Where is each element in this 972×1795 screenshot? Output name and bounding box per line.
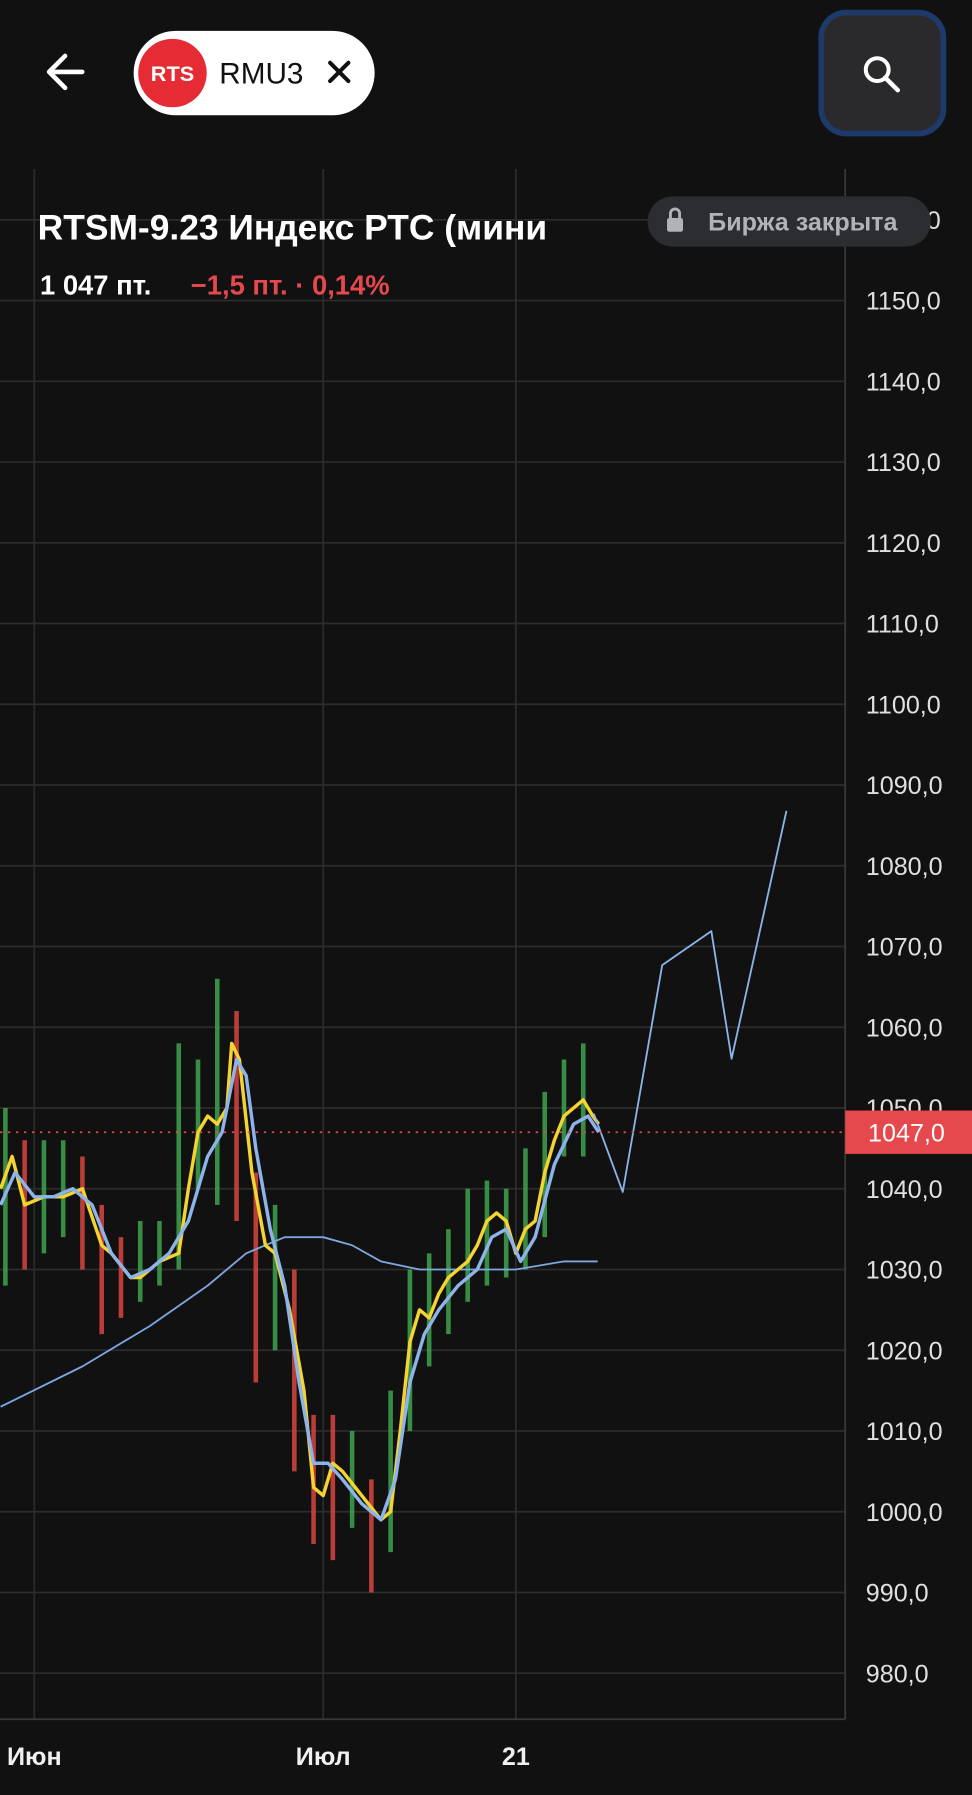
y-tick-label: 1070,0 xyxy=(866,934,943,962)
y-tick-label: 1060,0 xyxy=(866,1014,943,1042)
y-tick-label: 1120,0 xyxy=(866,530,941,558)
y-tick-label: 1030,0 xyxy=(866,1257,943,1285)
y-tick-label: 980,0 xyxy=(866,1660,929,1688)
price-change: −1,5 пт. · 0,14% xyxy=(191,270,390,301)
y-tick-label: 1000,0 xyxy=(866,1499,943,1527)
last-price-label: 1047,0 xyxy=(868,1119,945,1147)
series-line xyxy=(592,810,788,1193)
instrument-title: RTSM-9.23 Индекс РТС (мини xyxy=(38,209,547,248)
ticker: RMU3 xyxy=(219,57,303,90)
series-line xyxy=(0,1057,601,1522)
y-tick-label: 1110,0 xyxy=(866,611,939,639)
x-tick-label: 21 xyxy=(502,1743,530,1771)
exchange-badge: RTS xyxy=(151,61,194,86)
search-icon-handle xyxy=(882,75,901,93)
series-line xyxy=(0,1041,601,1522)
y-tick-label: 990,0 xyxy=(866,1580,929,1608)
search-bg xyxy=(818,9,947,137)
y-tick-label: 1040,0 xyxy=(866,1176,943,1204)
back-arrow xyxy=(46,53,85,91)
y-tick-label: 1090,0 xyxy=(866,772,943,800)
lock-icon xyxy=(667,218,684,232)
ticker-chip[interactable]: RTS RMU3 xyxy=(133,30,375,116)
status-bg xyxy=(647,196,931,247)
chip-close[interactable] xyxy=(328,60,351,84)
status-text: Биржа закрыта xyxy=(708,209,898,237)
lock-shackle xyxy=(669,207,682,219)
search-icon xyxy=(863,56,891,84)
y-tick-label: 1150,0 xyxy=(866,288,941,316)
exchange-logo xyxy=(138,38,207,108)
y-tick-label: 1140,0 xyxy=(866,368,941,396)
status-badge: Биржа закрыта xyxy=(647,196,931,247)
y-tick-label: 1100,0 xyxy=(866,691,941,719)
y-tick-label: 1010,0 xyxy=(866,1418,943,1446)
series-line xyxy=(0,1236,598,1408)
price: 1 047 пт. xyxy=(40,270,151,301)
last-price-tag xyxy=(845,1110,972,1154)
y-tick-label: 1130,0 xyxy=(866,449,941,477)
y-tick-label: 1020,0 xyxy=(866,1337,943,1365)
x-tick-label: Июн xyxy=(7,1743,62,1771)
y-tick-label: 1080,0 xyxy=(866,853,943,881)
x-tick-label: Июл xyxy=(296,1743,351,1771)
back-button[interactable] xyxy=(46,53,85,91)
search-button[interactable] xyxy=(818,9,947,137)
plot-area xyxy=(0,168,846,1720)
